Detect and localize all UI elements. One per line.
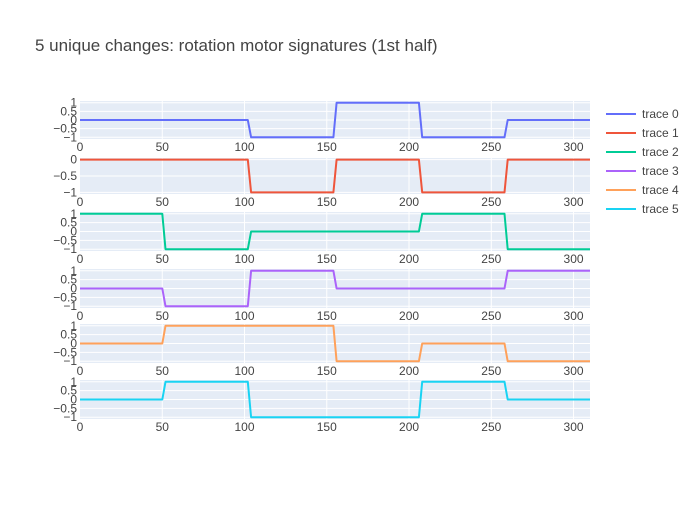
y-tick-label: −0.5 [53,122,77,136]
legend-label: trace 3 [642,164,679,178]
legend-item-trace-4[interactable]: trace 4 [606,183,679,197]
y-tick-label: 0.5 [60,104,77,118]
x-tick-label: 250 [481,364,501,378]
x-tick-label: 100 [235,252,255,266]
x-tick-label: 150 [317,364,337,378]
x-tick-label: 100 [235,140,255,154]
y-tick-label: −0.5 [53,290,77,304]
x-tick-label: 50 [156,140,170,154]
y-tick-label: −1 [63,354,77,368]
y-tick-label: 0.5 [60,384,77,398]
legend[interactable]: trace 0 trace 1 trace 2 trace 3 trace 4 trace… [606,107,679,216]
x-tick-label: 300 [564,420,584,434]
legend-label: trace 1 [642,126,679,140]
x-tick-label: 0 [77,252,84,266]
legend-item-trace-0[interactable]: trace 0 [606,107,679,121]
subplot-0: 10.50−0.5−10 50 100 150 200 250 300 [53,96,590,154]
x-tick-label: 250 [481,195,501,209]
x-tick-label: 300 [564,309,584,323]
y-tick-label: −0.5 [53,401,77,415]
y-tick-label: 0.5 [60,328,77,342]
y-tick-label: 1 [70,264,77,278]
legend-label: trace 0 [642,107,679,121]
y-tick-label: 0 [70,113,77,127]
y-tick-label: 0 [70,337,77,351]
x-tick-label: 100 [235,364,255,378]
y-tick-label: 0.5 [60,216,77,230]
y-tick-label: −0.5 [53,345,77,359]
x-tick-label: 150 [317,195,337,209]
y-tick-label: 1 [70,207,77,221]
legend-item-trace-2[interactable]: trace 2 [606,145,679,159]
chart-title: 5 unique changes: rotation motor signatu… [35,36,438,55]
x-tick-label: 200 [399,364,419,378]
x-tick-label: 300 [564,140,584,154]
x-tick-label: 0 [77,195,84,209]
legend-label: trace 2 [642,145,679,159]
legend-label: trace 5 [642,202,679,216]
x-tick-label: 250 [481,140,501,154]
subplot-3: 10.50−0.5−10 50 100 150 200 250 300 [53,264,590,323]
y-tick-label: −1 [63,410,77,424]
x-tick-label: 0 [77,140,84,154]
subplot-1: 0−0.5−10 50 100 150 200 250 300 [53,153,590,209]
y-tick-label: −1 [63,242,77,256]
x-tick-label: 0 [77,364,84,378]
series-line-trace-3[interactable] [80,269,590,308]
y-tick-label: 1 [70,319,77,333]
x-tick-label: 100 [235,195,255,209]
x-tick-label: 300 [564,195,584,209]
x-tick-label: 100 [235,420,255,434]
subplot-5: 10.50−0.5−10 50 100 150 200 250 300 [53,375,590,434]
y-tick-label: 1 [70,375,77,389]
y-tick-label: −0.5 [53,169,77,183]
y-tick-label: −1 [63,130,77,144]
x-tick-label: 50 [156,252,170,266]
x-tick-label: 150 [317,309,337,323]
y-tick-label: −0.5 [53,233,77,247]
x-tick-label: 200 [399,195,419,209]
y-tick-label: 0 [70,393,77,407]
legend-item-trace-5[interactable]: trace 5 [606,202,679,216]
x-tick-label: 200 [399,252,419,266]
x-tick-label: 200 [399,140,419,154]
y-tick-label: 0 [70,225,77,239]
x-tick-label: 0 [77,420,84,434]
y-tick-label: 1 [70,96,77,110]
y-tick-label: −1 [63,185,77,199]
series-line-trace-0[interactable] [80,101,590,139]
x-tick-label: 200 [399,420,419,434]
series-line-trace-1[interactable] [80,158,590,194]
legend-item-trace-1[interactable]: trace 1 [606,126,679,140]
series-line-trace-5[interactable] [80,380,590,419]
x-tick-label: 250 [481,252,501,266]
series-line-trace-4[interactable] [80,324,590,363]
x-tick-label: 250 [481,309,501,323]
x-tick-label: 250 [481,420,501,434]
x-tick-label: 50 [156,309,170,323]
x-tick-label: 150 [317,252,337,266]
y-tick-label: −1 [63,299,77,313]
legend-item-trace-3[interactable]: trace 3 [606,164,679,178]
x-tick-label: 100 [235,309,255,323]
x-tick-label: 0 [77,309,84,323]
x-tick-label: 50 [156,195,170,209]
x-tick-label: 300 [564,364,584,378]
y-tick-label: 0 [70,282,77,296]
x-tick-label: 50 [156,420,170,434]
y-tick-label: 0.5 [60,273,77,287]
x-tick-label: 150 [317,420,337,434]
series-line-trace-2[interactable] [80,212,590,251]
y-tick-label: 0 [70,153,77,167]
x-tick-label: 300 [564,252,584,266]
x-tick-label: 200 [399,309,419,323]
subplot-2: 10.50−0.5−10 50 100 150 200 250 300 [53,207,590,266]
subplot-4: 10.50−0.5−10 50 100 150 200 250 300 [53,319,590,378]
x-tick-label: 50 [156,364,170,378]
legend-label: trace 4 [642,183,679,197]
x-tick-label: 150 [317,140,337,154]
